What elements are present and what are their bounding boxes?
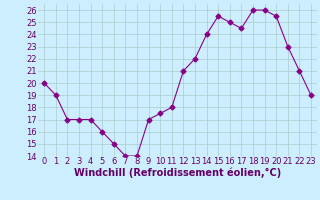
X-axis label: Windchill (Refroidissement éolien,°C): Windchill (Refroidissement éolien,°C)	[74, 168, 281, 178]
